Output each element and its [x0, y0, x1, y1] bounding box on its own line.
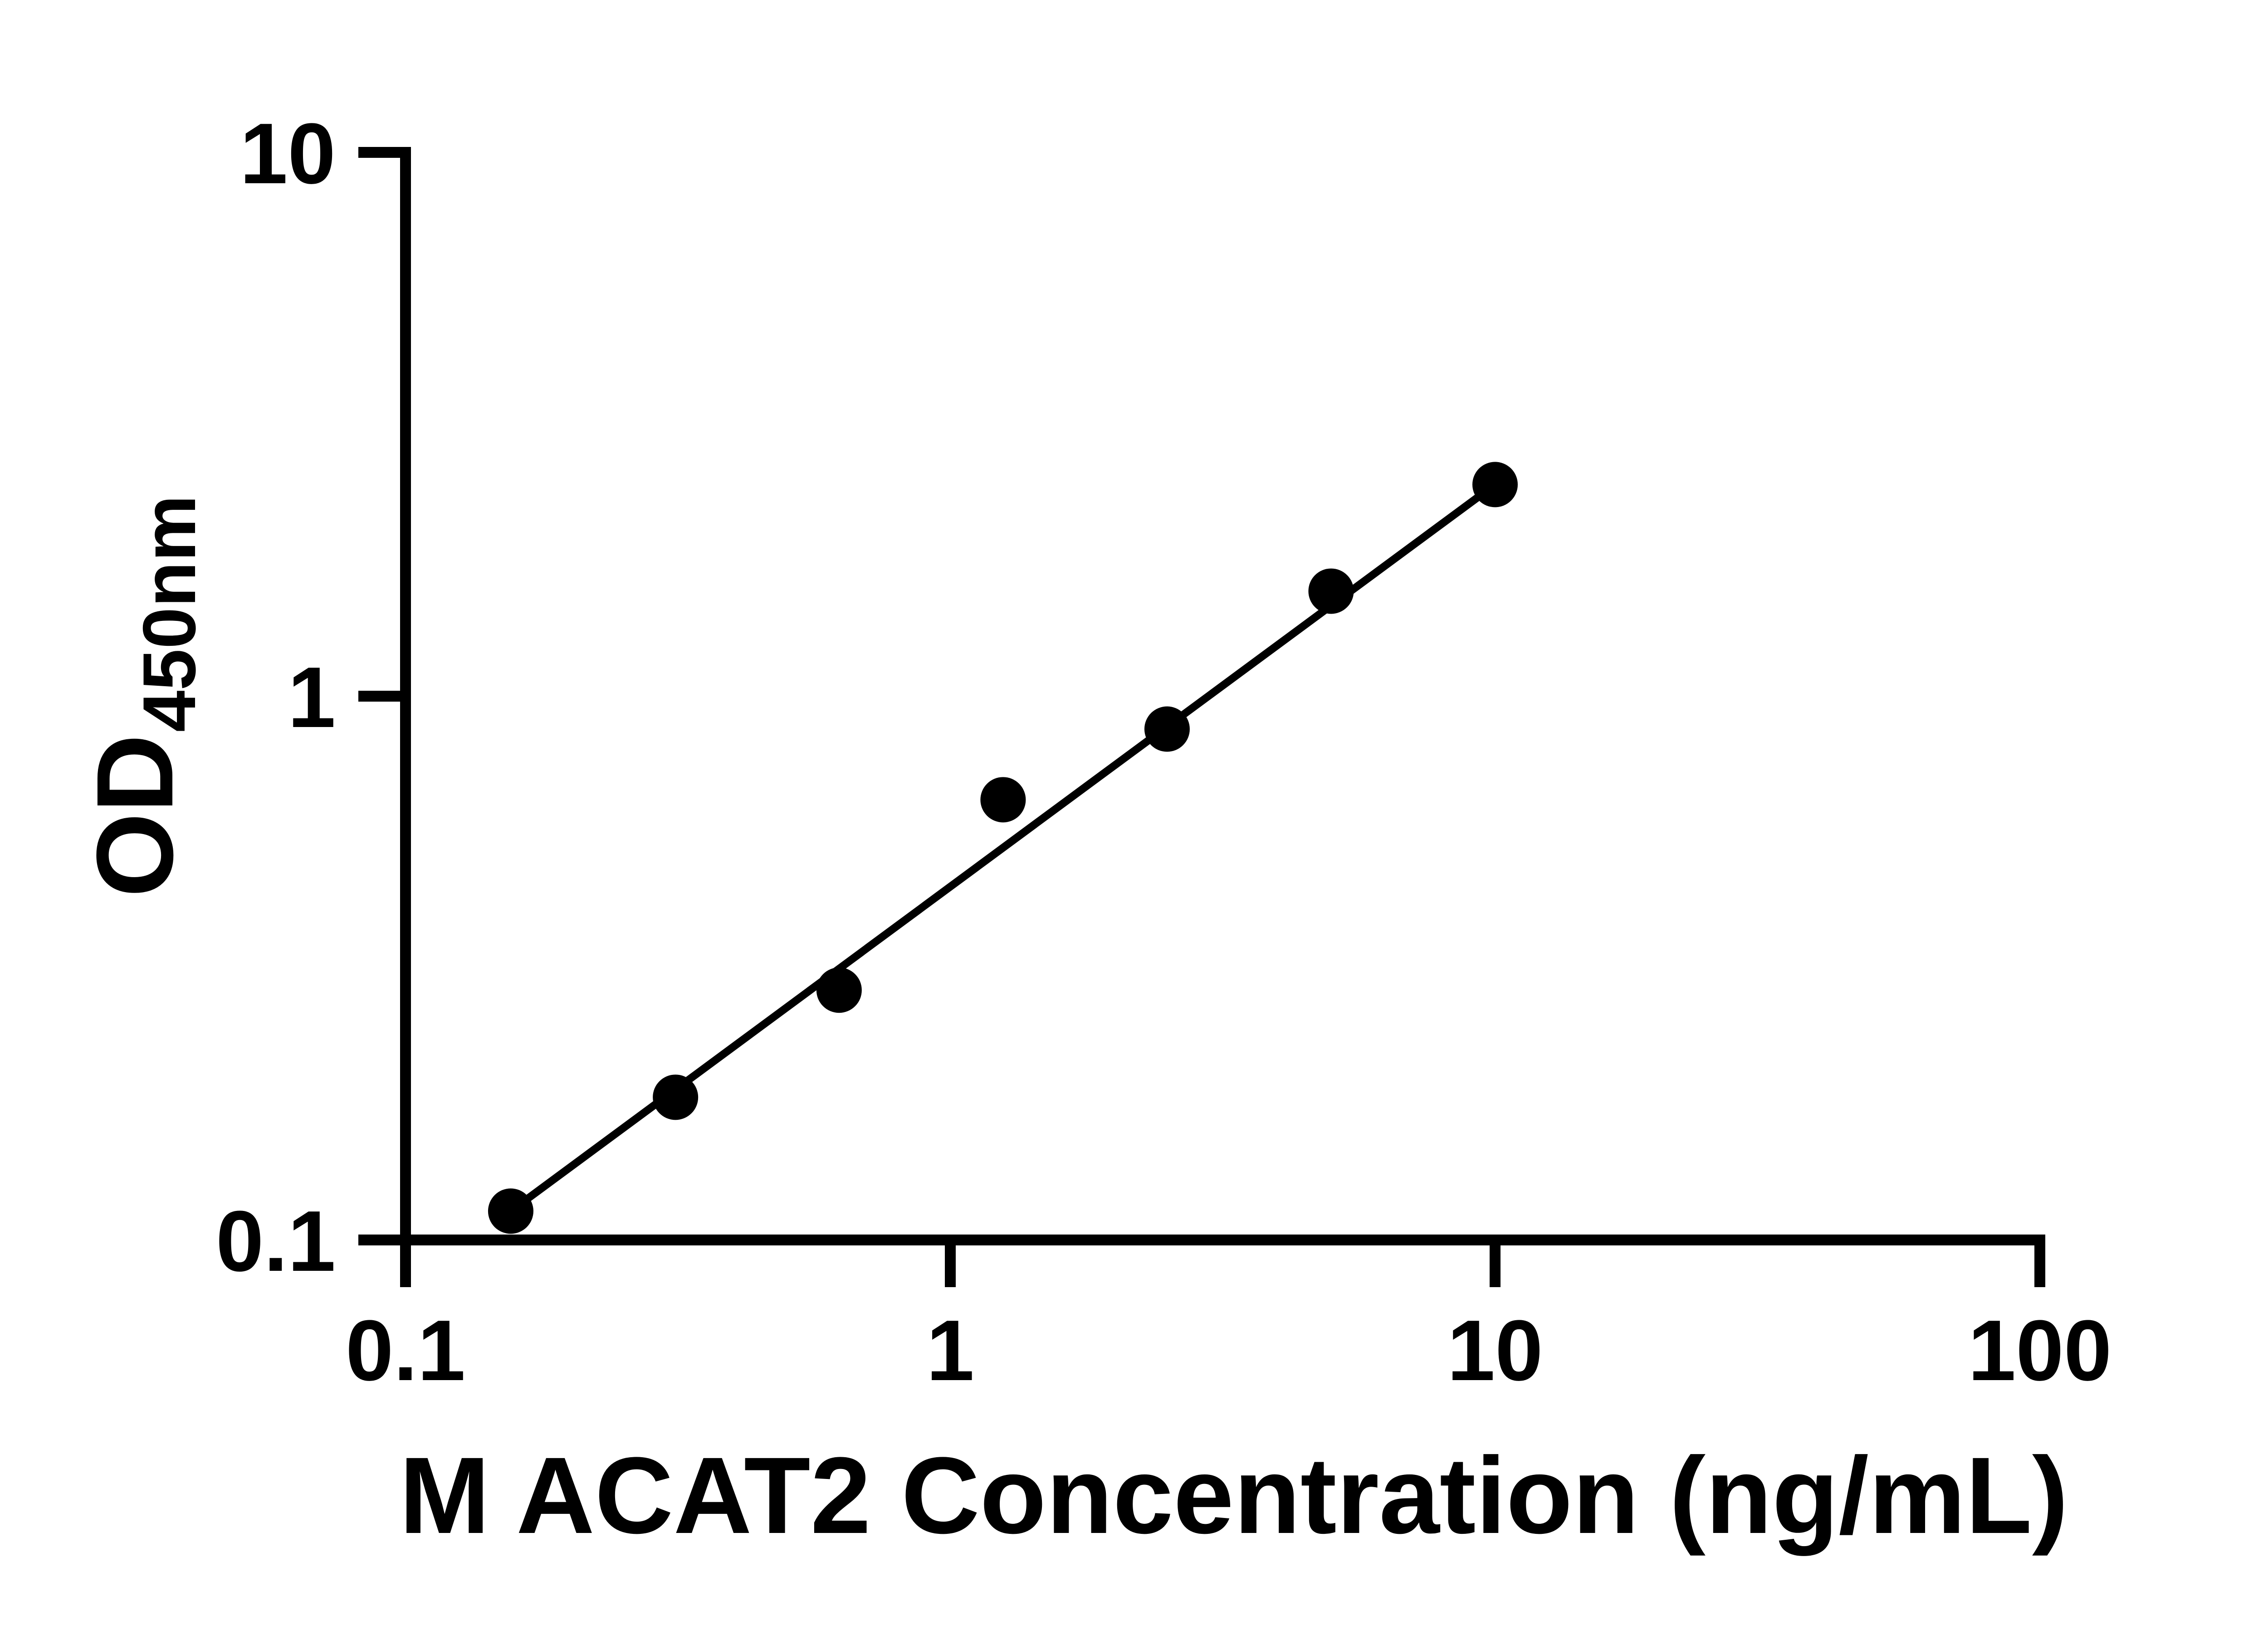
y-axis-title-main: OD	[74, 734, 196, 898]
y-tick-label-10: 10	[240, 106, 336, 202]
y-tick-label-1: 1	[288, 649, 336, 746]
axes	[400, 147, 2045, 1245]
y-tick-label-0.1: 0.1	[216, 1193, 336, 1289]
axis-tick-labels: 0.1 1 10 100 0.1 1 10	[216, 106, 2112, 1399]
axis-ticks	[358, 147, 2045, 1287]
data-point-3	[816, 967, 862, 1013]
data-point-1	[488, 1188, 533, 1234]
x-axis-title: M ACAT2 Concentration (ng/mL)	[399, 1435, 2068, 1556]
data-point-2	[653, 1074, 699, 1120]
y-axis-title-subscript: 450nm	[127, 495, 211, 732]
x-tick-label-10: 10	[1447, 1303, 1543, 1399]
x-tick-label-0.1: 0.1	[346, 1303, 465, 1399]
data-point-7	[1472, 462, 1518, 508]
data-point-4	[980, 777, 1026, 823]
x-tick-label-100: 100	[1968, 1303, 2112, 1399]
data-point-6	[1308, 568, 1354, 614]
y-axis-title: OD 450nm	[74, 495, 211, 897]
data-point-5	[1144, 706, 1190, 752]
x-tick-label-1: 1	[926, 1303, 974, 1399]
data-series	[488, 462, 1518, 1234]
